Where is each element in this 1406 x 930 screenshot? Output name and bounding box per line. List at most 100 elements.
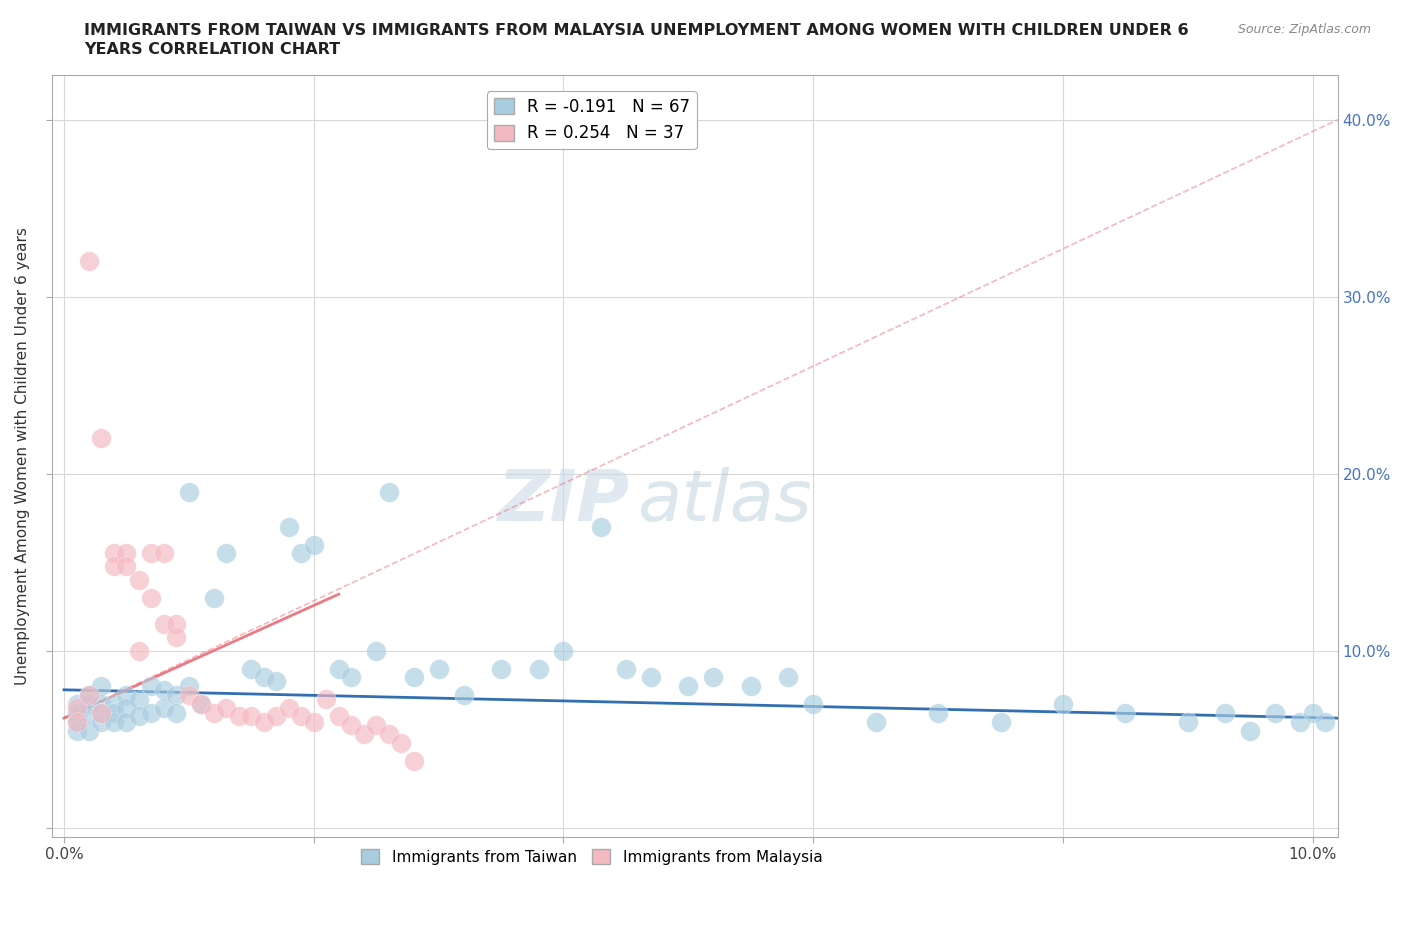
Point — [678, 679, 700, 694]
Point — [190, 697, 212, 711]
Point — [141, 546, 163, 561]
Point — [65, 714, 87, 729]
Point — [77, 705, 100, 720]
Point — [202, 705, 225, 720]
Point — [253, 670, 276, 684]
Point — [65, 697, 87, 711]
Y-axis label: Unemployment Among Women with Children Under 6 years: Unemployment Among Women with Children U… — [15, 227, 30, 685]
Point — [1213, 705, 1236, 720]
Point — [190, 697, 212, 711]
Point — [103, 705, 125, 720]
Point — [1313, 714, 1336, 729]
Point — [115, 714, 138, 729]
Legend: Immigrants from Taiwan, Immigrants from Malaysia: Immigrants from Taiwan, Immigrants from … — [354, 844, 828, 871]
Point — [128, 644, 150, 658]
Point — [77, 687, 100, 702]
Point — [141, 679, 163, 694]
Point — [1052, 697, 1074, 711]
Point — [177, 485, 200, 499]
Text: YEARS CORRELATION CHART: YEARS CORRELATION CHART — [84, 42, 340, 57]
Point — [77, 724, 100, 738]
Point — [77, 254, 100, 269]
Point — [115, 558, 138, 573]
Point — [302, 538, 325, 552]
Point — [253, 714, 276, 729]
Point — [277, 700, 299, 715]
Text: ZIP: ZIP — [498, 467, 630, 537]
Point — [90, 714, 112, 729]
Point — [865, 714, 887, 729]
Point — [90, 431, 112, 445]
Point — [302, 714, 325, 729]
Point — [65, 700, 87, 715]
Point — [215, 700, 238, 715]
Point — [65, 724, 87, 738]
Point — [328, 661, 350, 676]
Point — [614, 661, 637, 676]
Point — [165, 705, 187, 720]
Point — [340, 670, 363, 684]
Point — [165, 617, 187, 631]
Point — [177, 679, 200, 694]
Point — [1289, 714, 1312, 729]
Point — [1302, 705, 1324, 720]
Point — [328, 709, 350, 724]
Point — [990, 714, 1012, 729]
Point — [153, 617, 176, 631]
Point — [553, 644, 575, 658]
Point — [240, 661, 263, 676]
Point — [141, 705, 163, 720]
Point — [215, 546, 238, 561]
Point — [115, 687, 138, 702]
Point — [340, 718, 363, 733]
Point — [77, 687, 100, 702]
Point — [228, 709, 250, 724]
Point — [377, 485, 399, 499]
Point — [90, 679, 112, 694]
Point — [65, 705, 87, 720]
Point — [128, 573, 150, 588]
Point — [65, 714, 87, 729]
Point — [266, 709, 288, 724]
Point — [90, 705, 112, 720]
Point — [153, 683, 176, 698]
Text: atlas: atlas — [637, 467, 811, 537]
Point — [1114, 705, 1136, 720]
Point — [427, 661, 450, 676]
Point — [165, 630, 187, 644]
Point — [801, 697, 824, 711]
Text: Source: ZipAtlas.com: Source: ZipAtlas.com — [1237, 23, 1371, 36]
Point — [740, 679, 762, 694]
Point — [128, 693, 150, 708]
Point — [115, 700, 138, 715]
Point — [589, 520, 612, 535]
Point — [240, 709, 263, 724]
Point — [202, 591, 225, 605]
Point — [277, 520, 299, 535]
Point — [103, 558, 125, 573]
Point — [489, 661, 512, 676]
Point — [640, 670, 662, 684]
Point — [1264, 705, 1286, 720]
Point — [103, 714, 125, 729]
Point — [366, 718, 388, 733]
Point — [165, 687, 187, 702]
Text: IMMIGRANTS FROM TAIWAN VS IMMIGRANTS FROM MALAYSIA UNEMPLOYMENT AMONG WOMEN WITH: IMMIGRANTS FROM TAIWAN VS IMMIGRANTS FRO… — [84, 23, 1189, 38]
Point — [290, 709, 312, 724]
Point — [1239, 724, 1261, 738]
Point — [177, 687, 200, 702]
Point — [103, 697, 125, 711]
Point — [377, 726, 399, 741]
Point — [402, 670, 425, 684]
Point — [266, 673, 288, 688]
Point — [290, 546, 312, 561]
Point — [128, 709, 150, 724]
Point — [153, 546, 176, 561]
Point — [778, 670, 800, 684]
Point — [141, 591, 163, 605]
Point — [153, 700, 176, 715]
Point — [353, 726, 375, 741]
Point — [1177, 714, 1199, 729]
Point — [103, 546, 125, 561]
Point — [315, 691, 337, 706]
